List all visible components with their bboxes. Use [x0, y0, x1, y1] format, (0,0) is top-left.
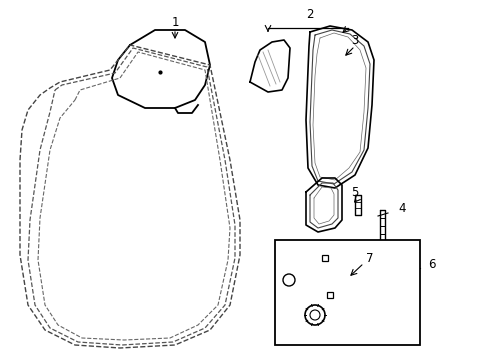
- Text: 3: 3: [350, 33, 358, 46]
- Text: 7: 7: [366, 252, 373, 265]
- Bar: [274, 240, 419, 345]
- Text: 2: 2: [305, 9, 313, 22]
- Text: 5: 5: [350, 186, 358, 199]
- Text: 4: 4: [397, 202, 405, 215]
- Text: 6: 6: [427, 258, 435, 271]
- Text: 1: 1: [171, 15, 179, 28]
